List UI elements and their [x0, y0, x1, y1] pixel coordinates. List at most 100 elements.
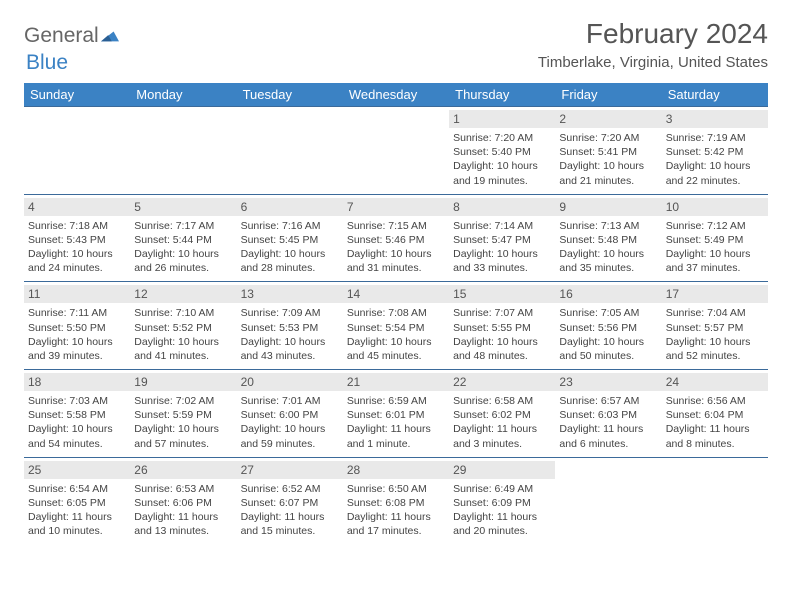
- month-title: February 2024: [538, 18, 768, 50]
- days-of-week-row: SundayMondayTuesdayWednesdayThursdayFrid…: [24, 83, 768, 107]
- day-details: Sunrise: 6:54 AMSunset: 6:05 PMDaylight:…: [28, 482, 126, 539]
- day-details: Sunrise: 7:04 AMSunset: 5:57 PMDaylight:…: [666, 306, 764, 363]
- day-cell: .: [130, 107, 236, 195]
- day-details: Sunrise: 7:11 AMSunset: 5:50 PMDaylight:…: [28, 306, 126, 363]
- day-number: 20: [237, 373, 343, 391]
- logo: General: [24, 18, 121, 48]
- day-details: Sunrise: 6:50 AMSunset: 6:08 PMDaylight:…: [347, 482, 445, 539]
- day-number: 14: [343, 285, 449, 303]
- day-details: Sunrise: 7:02 AMSunset: 5:59 PMDaylight:…: [134, 394, 232, 451]
- calendar-table: SundayMondayTuesdayWednesdayThursdayFrid…: [24, 83, 768, 544]
- day-number: 23: [555, 373, 661, 391]
- day-number: 22: [449, 373, 555, 391]
- day-details: Sunrise: 7:09 AMSunset: 5:53 PMDaylight:…: [241, 306, 339, 363]
- day-number: 10: [662, 198, 768, 216]
- day-cell: 12 Sunrise: 7:10 AMSunset: 5:52 PMDayligh…: [130, 282, 236, 370]
- day-cell: 7 Sunrise: 7:15 AMSunset: 5:46 PMDaylight…: [343, 194, 449, 282]
- day-cell: 16 Sunrise: 7:05 AMSunset: 5:56 PMDayligh…: [555, 282, 661, 370]
- day-number: 7: [343, 198, 449, 216]
- day-details: Sunrise: 7:19 AMSunset: 5:42 PMDaylight:…: [666, 131, 764, 188]
- day-cell: 27 Sunrise: 6:52 AMSunset: 6:07 PMDayligh…: [237, 457, 343, 544]
- day-number: 4: [24, 198, 130, 216]
- day-number: 18: [24, 373, 130, 391]
- day-details: Sunrise: 7:12 AMSunset: 5:49 PMDaylight:…: [666, 219, 764, 276]
- day-details: Sunrise: 6:58 AMSunset: 6:02 PMDaylight:…: [453, 394, 551, 451]
- day-cell: 14 Sunrise: 7:08 AMSunset: 5:54 PMDayligh…: [343, 282, 449, 370]
- day-number: 27: [237, 461, 343, 479]
- day-details: Sunrise: 7:08 AMSunset: 5:54 PMDaylight:…: [347, 306, 445, 363]
- week-row: 25 Sunrise: 6:54 AMSunset: 6:05 PMDayligh…: [24, 457, 768, 544]
- day-details: Sunrise: 7:05 AMSunset: 5:56 PMDaylight:…: [559, 306, 657, 363]
- day-cell: 29 Sunrise: 6:49 AMSunset: 6:09 PMDayligh…: [449, 457, 555, 544]
- day-details: Sunrise: 7:15 AMSunset: 5:46 PMDaylight:…: [347, 219, 445, 276]
- day-number: 19: [130, 373, 236, 391]
- day-number: 21: [343, 373, 449, 391]
- day-details: Sunrise: 6:53 AMSunset: 6:06 PMDaylight:…: [134, 482, 232, 539]
- day-cell: 24Sunrise: 6:56 AMSunset: 6:04 PMDayligh…: [662, 370, 768, 458]
- day-cell: 26 Sunrise: 6:53 AMSunset: 6:06 PMDayligh…: [130, 457, 236, 544]
- day-number: 11: [24, 285, 130, 303]
- day-cell: 1 Sunrise: 7:20 AMSunset: 5:40 PMDaylight…: [449, 107, 555, 195]
- day-cell: 17 Sunrise: 7:04 AMSunset: 5:57 PMDayligh…: [662, 282, 768, 370]
- day-details: Sunrise: 7:14 AMSunset: 5:47 PMDaylight:…: [453, 219, 551, 276]
- week-row: 4 Sunrise: 7:18 AMSunset: 5:43 PMDaylight…: [24, 194, 768, 282]
- title-block: February 2024 Timberlake, Virginia, Unit…: [538, 18, 768, 71]
- day-number: 17: [662, 285, 768, 303]
- day-number: 2: [555, 110, 661, 128]
- day-details: Sunrise: 7:03 AMSunset: 5:58 PMDaylight:…: [28, 394, 126, 451]
- dow-monday: Monday: [130, 83, 236, 107]
- logo-word2: Blue: [26, 51, 68, 74]
- day-cell: 4 Sunrise: 7:18 AMSunset: 5:43 PMDaylight…: [24, 194, 130, 282]
- day-cell: 18 Sunrise: 7:03 AMSunset: 5:58 PMDayligh…: [24, 370, 130, 458]
- day-details: Sunrise: 6:49 AMSunset: 6:09 PMDaylight:…: [453, 482, 551, 539]
- day-details: Sunrise: 7:13 AMSunset: 5:48 PMDaylight:…: [559, 219, 657, 276]
- day-details: Sunrise: 7:17 AMSunset: 5:44 PMDaylight:…: [134, 219, 232, 276]
- day-number: 15: [449, 285, 555, 303]
- day-cell: 22 Sunrise: 6:58 AMSunset: 6:02 PMDayligh…: [449, 370, 555, 458]
- day-cell: 9 Sunrise: 7:13 AMSunset: 5:48 PMDaylight…: [555, 194, 661, 282]
- day-cell: 6 Sunrise: 7:16 AMSunset: 5:45 PMDaylight…: [237, 194, 343, 282]
- day-number: 25: [24, 461, 130, 479]
- day-details: Sunrise: 7:01 AMSunset: 6:00 PMDaylight:…: [241, 394, 339, 451]
- week-row: ....1Sunrise: 7:20 AMSunset: 5:40 PMDayl…: [24, 107, 768, 195]
- day-cell: 10 Sunrise: 7:12 AMSunset: 5:49 PMDayligh…: [662, 194, 768, 282]
- week-row: 18 Sunrise: 7:03 AMSunset: 5:58 PMDayligh…: [24, 370, 768, 458]
- logo-triangle-icon: [101, 29, 119, 43]
- day-cell: .: [24, 107, 130, 195]
- day-cell: .: [662, 457, 768, 544]
- day-cell: .: [237, 107, 343, 195]
- logo-word1: General: [24, 24, 99, 48]
- day-details: Sunrise: 7:16 AMSunset: 5:45 PMDaylight:…: [241, 219, 339, 276]
- day-number: 13: [237, 285, 343, 303]
- day-cell: 13 Sunrise: 7:09 AMSunset: 5:53 PMDayligh…: [237, 282, 343, 370]
- dow-sunday: Sunday: [24, 83, 130, 107]
- day-cell: 2Sunrise: 7:20 AMSunset: 5:41 PMDaylight…: [555, 107, 661, 195]
- day-cell: 20 Sunrise: 7:01 AMSunset: 6:00 PMDayligh…: [237, 370, 343, 458]
- day-number: 6: [237, 198, 343, 216]
- day-number: 26: [130, 461, 236, 479]
- day-number: 16: [555, 285, 661, 303]
- dow-tuesday: Tuesday: [237, 83, 343, 107]
- day-details: Sunrise: 7:07 AMSunset: 5:55 PMDaylight:…: [453, 306, 551, 363]
- dow-wednesday: Wednesday: [343, 83, 449, 107]
- day-details: Sunrise: 6:59 AMSunset: 6:01 PMDaylight:…: [347, 394, 445, 451]
- day-details: Sunrise: 7:20 AMSunset: 5:40 PMDaylight:…: [453, 131, 551, 188]
- day-cell: 19 Sunrise: 7:02 AMSunset: 5:59 PMDayligh…: [130, 370, 236, 458]
- day-cell: 28Sunrise: 6:50 AMSunset: 6:08 PMDayligh…: [343, 457, 449, 544]
- day-details: Sunrise: 6:52 AMSunset: 6:07 PMDaylight:…: [241, 482, 339, 539]
- dow-saturday: Saturday: [662, 83, 768, 107]
- day-cell: 8Sunrise: 7:14 AMSunset: 5:47 PMDaylight…: [449, 194, 555, 282]
- day-cell: .: [555, 457, 661, 544]
- day-number: 3: [662, 110, 768, 128]
- day-number: 12: [130, 285, 236, 303]
- day-cell: 11 Sunrise: 7:11 AMSunset: 5:50 PMDayligh…: [24, 282, 130, 370]
- day-details: Sunrise: 7:18 AMSunset: 5:43 PMDaylight:…: [28, 219, 126, 276]
- day-details: Sunrise: 7:10 AMSunset: 5:52 PMDaylight:…: [134, 306, 232, 363]
- day-number: 1: [449, 110, 555, 128]
- day-number: 29: [449, 461, 555, 479]
- day-cell: 5 Sunrise: 7:17 AMSunset: 5:44 PMDaylight…: [130, 194, 236, 282]
- day-number: 5: [130, 198, 236, 216]
- week-row: 11 Sunrise: 7:11 AMSunset: 5:50 PMDayligh…: [24, 282, 768, 370]
- day-details: Sunrise: 6:56 AMSunset: 6:04 PMDaylight:…: [666, 394, 764, 451]
- day-number: 9: [555, 198, 661, 216]
